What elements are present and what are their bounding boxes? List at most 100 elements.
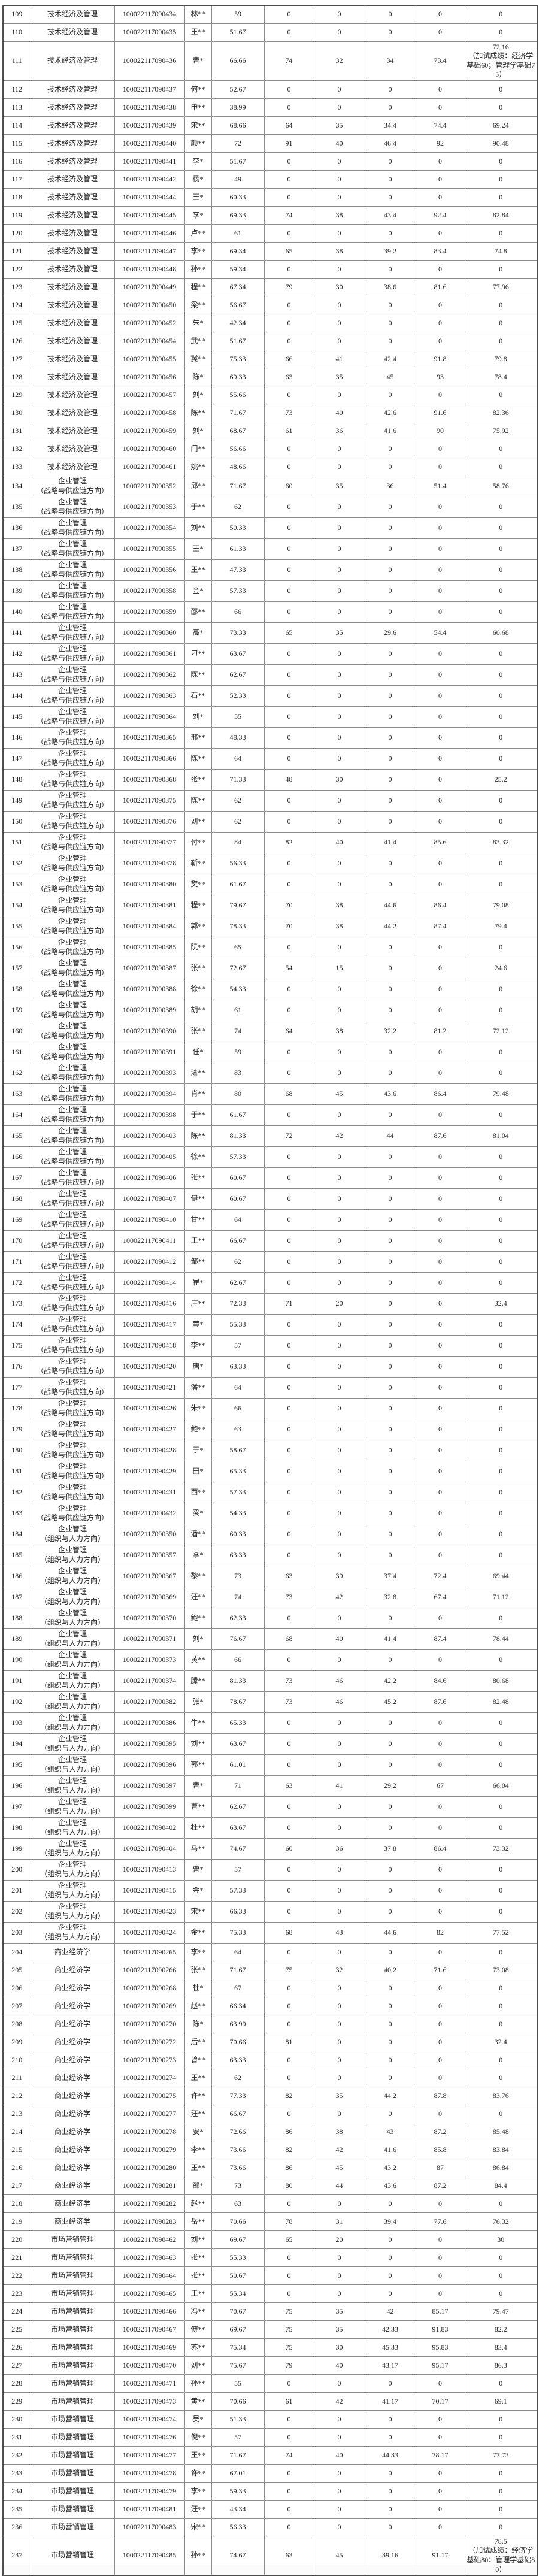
cell-score1: 70.66 [211, 2032, 265, 2051]
cell-score4: 0 [364, 789, 416, 812]
cell-score4: 0 [364, 1712, 416, 1734]
cell-score5: 0 [415, 1879, 465, 1902]
cell-no: 222 [2, 2266, 31, 2285]
cell-score2: 68 [264, 1628, 314, 1650]
cell-major: 企业管理 （组织与人力方向） [30, 1649, 115, 1671]
cell-score2: 63 [264, 1775, 314, 1797]
cell-weighted: 0 [464, 1251, 538, 1273]
cell-major: 企业管理 （战略与供应链方向） [30, 1209, 115, 1231]
cell-id: 100022117090384 [114, 915, 185, 937]
cell-score5: 91.6 [415, 403, 465, 422]
cell-major: 企业管理 （组织与人力方向） [30, 1544, 115, 1566]
cell-id: 100022117090272 [114, 2032, 185, 2051]
table-row: 222 市场营销管理 100022117090464 张** 50.67 0 0 0 0 0 [2, 2266, 538, 2285]
cell-major: 企业管理 （战略与供应链方向） [30, 727, 115, 749]
cell-score3: 36 [313, 421, 365, 440]
cell-score3: 0 [313, 852, 365, 874]
cell-weighted: 0 [464, 727, 538, 749]
cell-score1: 48.66 [211, 457, 265, 476]
cell-no: 219 [2, 2212, 31, 2231]
cell-id: 100022117090412 [114, 1251, 185, 1273]
cell-weighted: 0 [464, 1188, 538, 1210]
cell-score2: 63 [264, 2535, 314, 2576]
cell-score5: 0 [415, 187, 465, 207]
cell-score2: 0 [264, 223, 314, 243]
cell-score1: 71.67 [211, 1960, 265, 1979]
cell-weighted: 90.48 [464, 134, 538, 153]
cell-major: 市场营销管理 [30, 2535, 115, 2576]
cell-score1: 61 [211, 999, 265, 1021]
cell-score3: 0 [313, 1523, 365, 1545]
cell-major: 企业管理 （战略与供应链方向） [30, 1230, 115, 1252]
cell-score4: 43.17 [364, 2356, 416, 2375]
cell-score3: 0 [313, 559, 365, 581]
cell-weighted: 73.08 [464, 1960, 538, 1979]
cell-id: 100022117090420 [114, 1355, 185, 1378]
cell-weighted: 0 [464, 2194, 538, 2213]
cell-id: 100022117090455 [114, 349, 185, 368]
cell-id: 100022117090473 [114, 2392, 185, 2411]
cell-score5: 0 [415, 2014, 465, 2033]
cell-score2: 0 [264, 1104, 314, 1126]
cell-no: 170 [2, 1230, 31, 1252]
cell-score5: 0 [415, 685, 465, 707]
cell-name: 梁* [184, 1502, 212, 1524]
cell-major: 企业管理 （组织与人力方向） [30, 1712, 115, 1734]
cell-name: 张* [184, 1691, 212, 1713]
cell-no: 114 [2, 116, 31, 135]
cell-no: 225 [2, 2320, 31, 2339]
cell-score5: 0 [415, 1523, 465, 1545]
cell-score4: 0 [364, 999, 416, 1021]
cell-score2: 0 [264, 152, 314, 171]
cell-score4: 0 [364, 1858, 416, 1881]
cell-major: 企业管理 （战略与供应链方向） [30, 957, 115, 979]
cell-score5: 0 [415, 1502, 465, 1524]
cell-score2: 65 [264, 622, 314, 644]
cell-weighted: 0 [464, 259, 538, 279]
cell-score1: 72.33 [211, 1292, 265, 1315]
cell-id: 100022117090404 [114, 1838, 185, 1860]
cell-score3: 41 [313, 349, 365, 368]
cell-id: 100022117090437 [114, 80, 185, 99]
cell-score5: 91.17 [415, 2535, 465, 2576]
cell-weighted: 0 [464, 2248, 538, 2267]
cell-no: 134 [2, 475, 31, 497]
cell-name: 陈** [184, 789, 212, 812]
cell-score1: 70.66 [211, 2392, 265, 2411]
table-row: 197 企业管理 （组织与人力方向） 100022117090399 曹** 62.67… [2, 1796, 538, 1818]
cell-id: 100022117090427 [114, 1418, 185, 1440]
cell-weighted: 83.84 [464, 2140, 538, 2159]
cell-no: 187 [2, 1586, 31, 1608]
cell-name: 孙** [184, 2374, 212, 2393]
cell-score1: 63 [211, 1418, 265, 1440]
table-row: 146 企业管理 （战略与供应链方向） 100022117090365 邢** 48.3… [2, 727, 538, 749]
cell-score1: 70.67 [211, 2302, 265, 2321]
cell-weighted: 0 [464, 1796, 538, 1818]
cell-name: 刘** [184, 2356, 212, 2375]
cell-major: 技术经济及管理 [30, 41, 115, 81]
cell-id: 100022117090464 [114, 2266, 185, 2285]
cell-score2: 63 [264, 1565, 314, 1587]
cell-major: 技术经济及管理 [30, 223, 115, 243]
cell-major: 市场营销管理 [30, 2374, 115, 2393]
cell-no: 150 [2, 810, 31, 833]
cell-weighted: 0 [464, 223, 538, 243]
cell-score1: 78.33 [211, 915, 265, 937]
cell-major: 企业管理 （组织与人力方向） [30, 1586, 115, 1608]
cell-score2: 0 [264, 727, 314, 749]
cell-name: 宋** [184, 1900, 212, 1923]
cell-score4: 0 [364, 1996, 416, 2015]
cell-name: 徐** [184, 1146, 212, 1168]
cell-name: 李* [184, 205, 212, 225]
table-row: 150 企业管理 （战略与供应链方向） 100022117090376 刘** 62 0 0… [2, 810, 538, 833]
cell-id: 100022117090364 [114, 706, 185, 728]
cell-score3: 0 [313, 2499, 365, 2519]
cell-name: 安* [184, 2122, 212, 2141]
cell-score4: 0 [364, 385, 416, 404]
cell-score1: 62.33 [211, 1607, 265, 1629]
cell-major: 市场营销管理 [30, 2338, 115, 2357]
cell-score1: 75.34 [211, 2338, 265, 2357]
cell-score2: 0 [264, 1996, 314, 2015]
cell-major: 技术经济及管理 [30, 421, 115, 440]
cell-score1: 60.33 [211, 1523, 265, 1545]
